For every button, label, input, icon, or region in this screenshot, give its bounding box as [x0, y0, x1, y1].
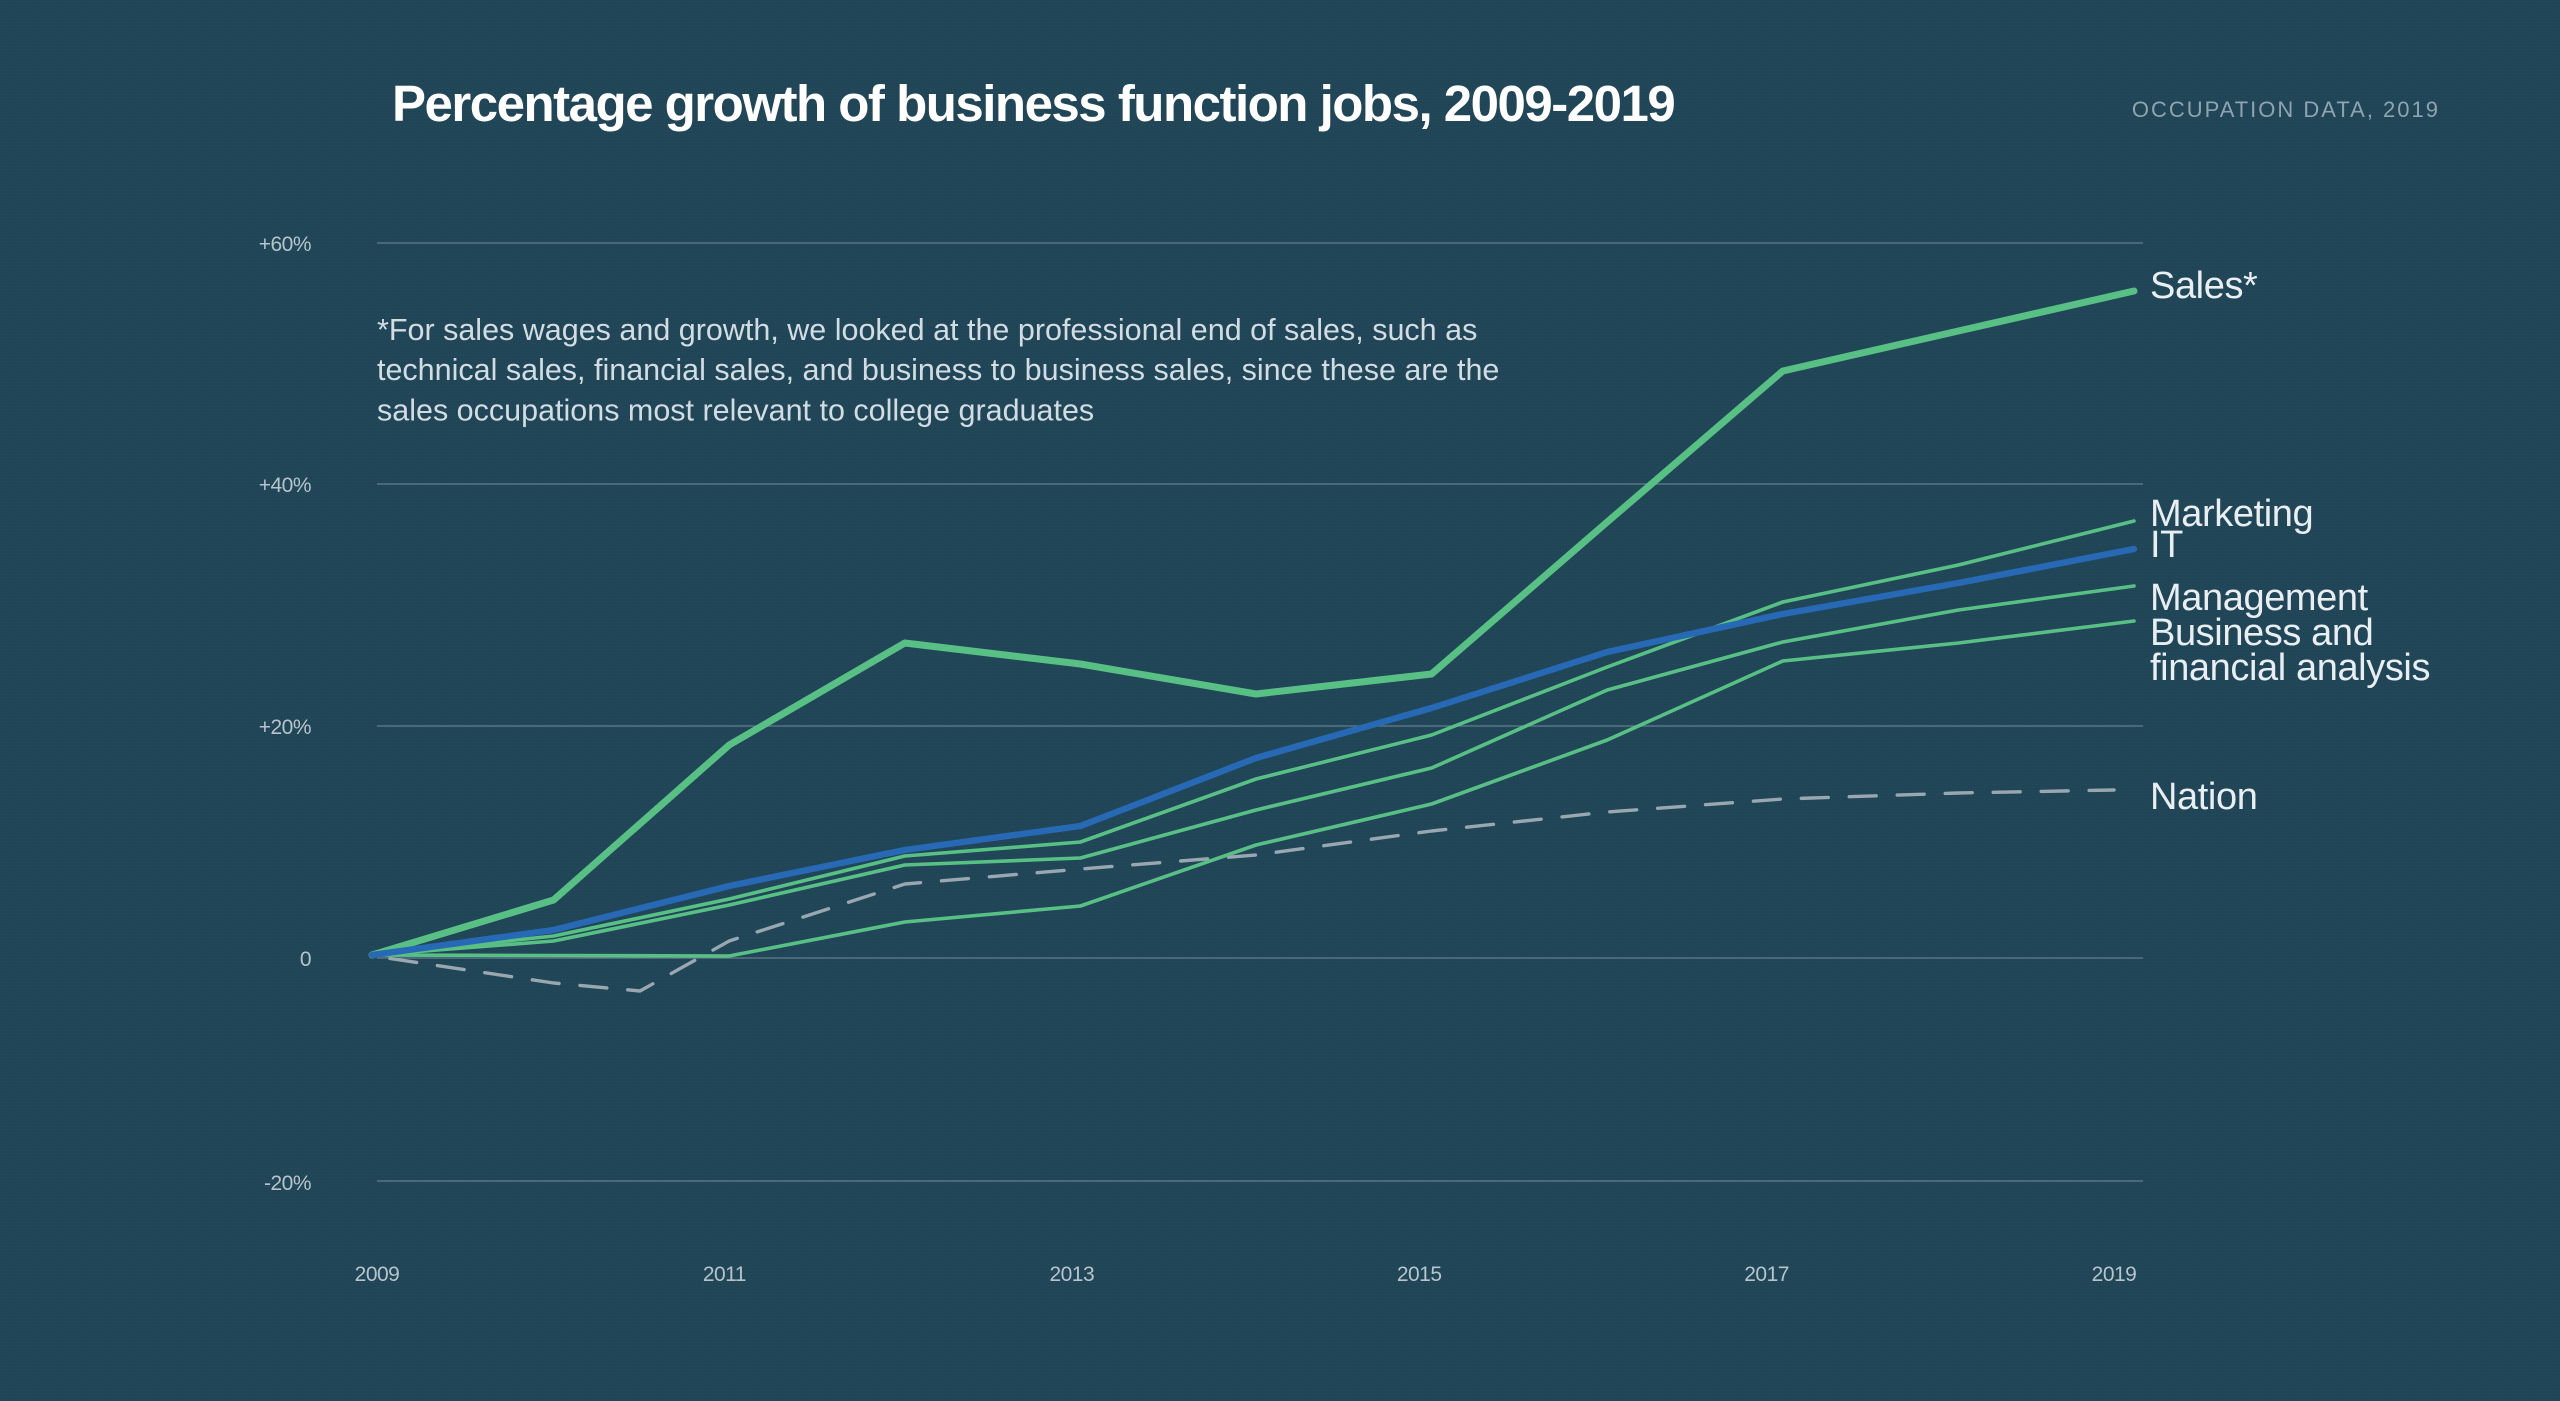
- svg-text:sales occupations most relevan: sales occupations most relevant to colle…: [377, 394, 1094, 428]
- svg-text:2015: 2015: [1397, 1263, 1442, 1286]
- svg-text:Percentage growth of business: Percentage growth of business function j…: [392, 75, 1674, 132]
- svg-text:2019: 2019: [2092, 1263, 2137, 1286]
- svg-text:technical sales, financial sal: technical sales, financial sales, and bu…: [377, 353, 1499, 387]
- svg-text:2011: 2011: [703, 1263, 746, 1286]
- svg-text:OCCUPATION DATA, 2019: OCCUPATION DATA, 2019: [2132, 97, 2440, 122]
- svg-text:Management: Management: [2150, 577, 2369, 619]
- svg-text:+40%: +40%: [259, 474, 311, 497]
- svg-text:-20%: -20%: [264, 1172, 311, 1195]
- svg-text:Sales*: Sales*: [2150, 265, 2258, 307]
- svg-text:Marketing: Marketing: [2150, 493, 2313, 535]
- svg-text:+60%: +60%: [259, 233, 311, 256]
- svg-text:2009: 2009: [355, 1263, 400, 1286]
- svg-text:0: 0: [300, 948, 311, 971]
- svg-text:+20%: +20%: [259, 716, 311, 739]
- svg-text:Business and: Business and: [2150, 612, 2373, 654]
- svg-text:financial analysis: financial analysis: [2150, 647, 2430, 689]
- svg-text:*For sales wages and growth, w: *For sales wages and growth, we looked a…: [377, 313, 1477, 347]
- svg-text:2017: 2017: [1744, 1263, 1789, 1286]
- svg-text:Nation: Nation: [2150, 776, 2257, 818]
- svg-text:2013: 2013: [1049, 1263, 1094, 1286]
- svg-text:IT: IT: [2150, 524, 2183, 566]
